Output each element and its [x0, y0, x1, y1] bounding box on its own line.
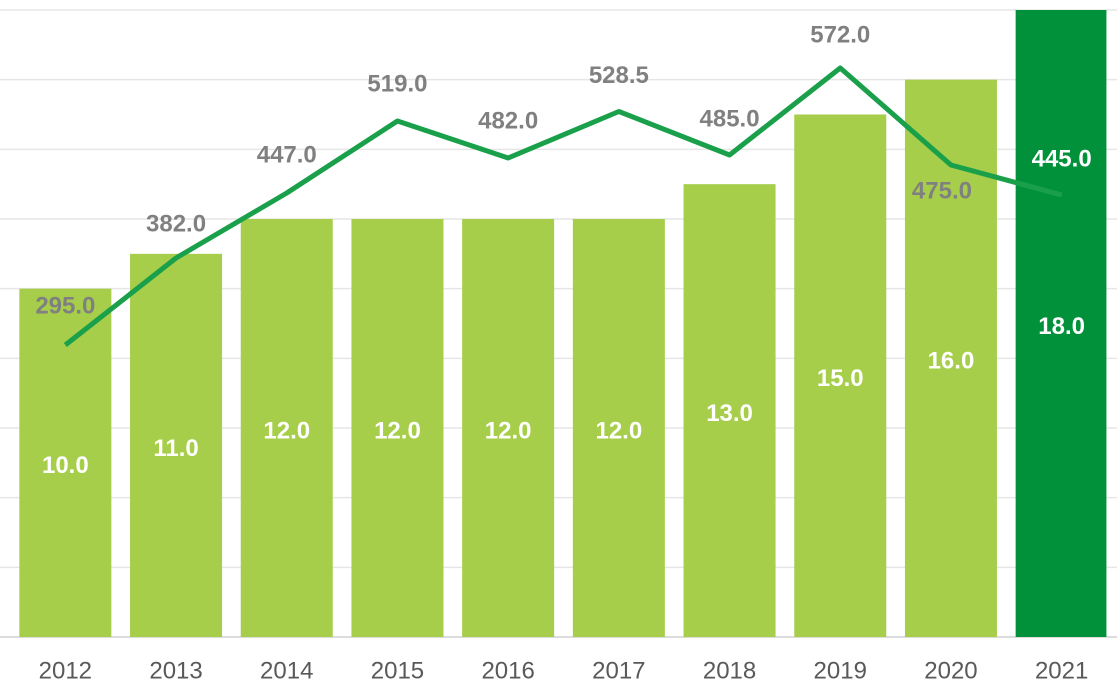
x-tick-label: 2015 [371, 657, 424, 684]
x-tick-label: 2020 [924, 657, 977, 684]
x-tick-label: 2013 [149, 657, 202, 684]
bar [240, 219, 333, 637]
line-value-label: 475.0 [912, 177, 972, 204]
bar [794, 114, 887, 637]
bar [462, 219, 555, 637]
line-value-label: 445.0 [1032, 145, 1092, 172]
x-tick-label: 2017 [592, 657, 645, 684]
line-value-label: 528.5 [589, 62, 649, 89]
line-value-label: 482.0 [478, 107, 538, 134]
bar-value-label: 12.0 [595, 417, 642, 444]
x-tick-label: 2016 [481, 657, 534, 684]
line-value-label: 295.0 [35, 292, 95, 319]
line-value-label: 485.0 [700, 105, 760, 132]
line-value-label: 447.0 [257, 141, 317, 168]
bar-value-label: 12.0 [263, 417, 310, 444]
line [63, 65, 1063, 347]
bar-value-label: 12.0 [485, 417, 532, 444]
x-tick-label: 2021 [1035, 657, 1088, 684]
bar [683, 184, 776, 637]
bar-value-label: 16.0 [928, 348, 975, 375]
line-value-label: 519.0 [367, 70, 427, 97]
line-value-label: 572.0 [810, 21, 870, 48]
bar-value-label: 10.0 [42, 452, 89, 479]
bar [572, 219, 665, 637]
bar-value-label: 13.0 [706, 400, 753, 427]
x-tick-label: 2018 [703, 657, 756, 684]
bar-value-label: 18.0 [1038, 313, 1085, 340]
x-tick-label: 2012 [39, 657, 92, 684]
bar [19, 288, 112, 637]
bar [130, 253, 223, 638]
bar-value-label: 11.0 [153, 435, 198, 462]
bar [351, 219, 444, 637]
bar-value-label: 15.0 [817, 365, 864, 392]
line-value-label: 382.0 [146, 210, 206, 237]
x-tick-label: 2019 [814, 657, 867, 684]
bar [1015, 10, 1107, 637]
bar-value-label: 12.0 [374, 417, 421, 444]
x-tick-label: 2014 [260, 657, 313, 684]
